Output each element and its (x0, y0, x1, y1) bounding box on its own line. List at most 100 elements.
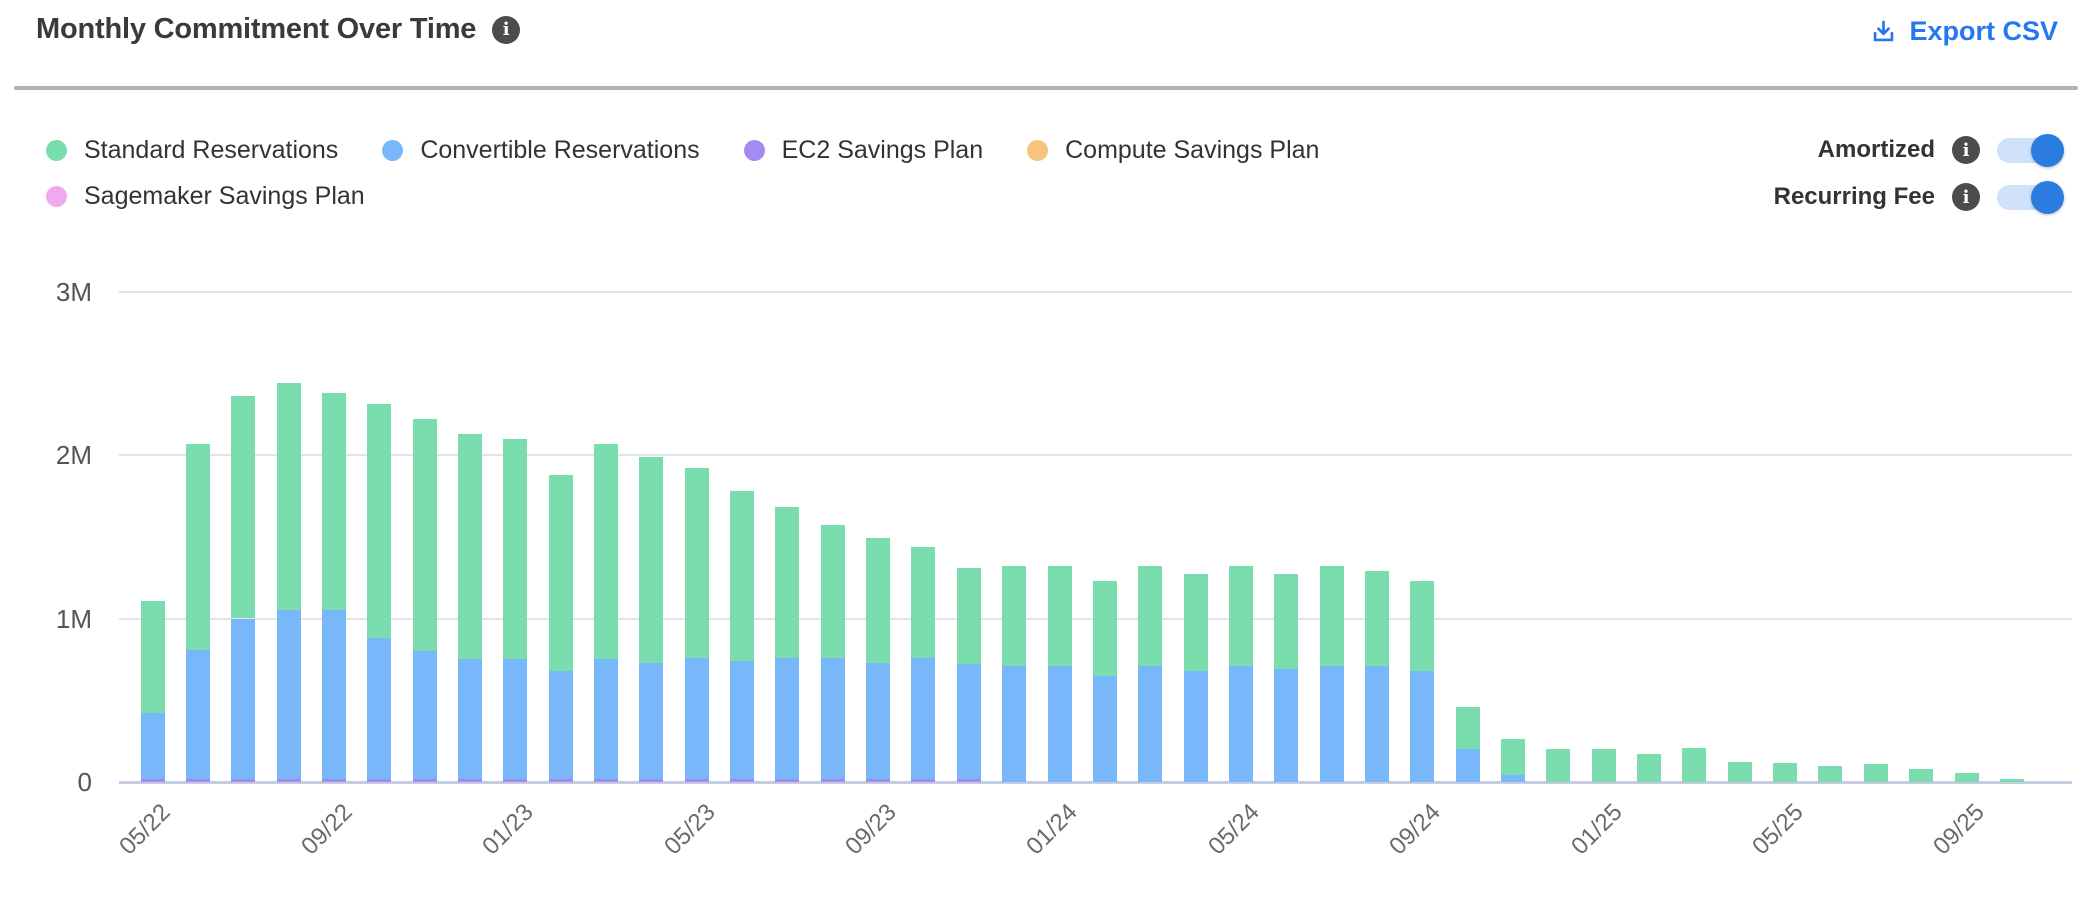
bar-segment[interactable] (185, 443, 210, 650)
bar-segment[interactable] (775, 507, 800, 658)
bar-segment[interactable] (1092, 580, 1117, 676)
legend-item[interactable]: Convertible Reservations (382, 136, 700, 165)
bar-segment[interactable] (1002, 665, 1027, 782)
recurring-fee-info-icon[interactable]: i (1952, 183, 1980, 211)
bar-segment[interactable] (820, 778, 845, 782)
bar-segment[interactable] (866, 662, 891, 779)
bar-segment[interactable] (1364, 571, 1389, 666)
bar-segment[interactable] (1319, 566, 1344, 666)
bar-segment[interactable] (1319, 665, 1344, 782)
bar-segment[interactable] (684, 778, 709, 782)
bar-segment[interactable] (639, 662, 664, 779)
bar-segment[interactable] (1546, 749, 1571, 782)
bar-segment[interactable] (820, 525, 845, 658)
bar-segment[interactable] (684, 468, 709, 658)
bar-segment[interactable] (321, 778, 346, 782)
bar-segment[interactable] (548, 778, 573, 782)
bar-segment[interactable] (1863, 764, 1888, 782)
bar-segment[interactable] (956, 567, 981, 665)
bar-segment[interactable] (1682, 747, 1707, 782)
legend-item[interactable]: Standard Reservations (46, 136, 338, 165)
recurring-fee-switch[interactable] (1997, 180, 2064, 214)
bar-segment[interactable] (639, 778, 664, 782)
bar-segment[interactable] (1274, 669, 1299, 782)
bar-segment[interactable] (1047, 665, 1072, 782)
bar-segment[interactable] (1591, 749, 1616, 782)
bar-segment[interactable] (1410, 670, 1435, 782)
bar-segment[interactable] (1002, 566, 1027, 666)
amortized-info-icon[interactable]: i (1952, 136, 1980, 164)
bar-segment[interactable] (185, 649, 210, 779)
bar-segment[interactable] (1183, 670, 1208, 782)
bar-segment[interactable] (321, 392, 346, 611)
bar-segment[interactable] (1727, 762, 1752, 782)
bar-segment[interactable] (639, 456, 664, 663)
bar-segment[interactable] (775, 778, 800, 782)
bar-segment[interactable] (1410, 580, 1435, 671)
bar-segment[interactable] (276, 383, 301, 611)
bar-segment[interactable] (594, 443, 618, 660)
bar-segment[interactable] (412, 778, 437, 782)
bar-segment[interactable] (1455, 749, 1480, 782)
bar-segment[interactable] (231, 778, 256, 782)
bar-segment[interactable] (1138, 665, 1163, 782)
bar-segment[interactable] (1047, 566, 1072, 666)
bar-segment[interactable] (503, 659, 528, 779)
bar-segment[interactable] (1228, 665, 1253, 782)
bar-segment[interactable] (594, 659, 618, 779)
bar-segment[interactable] (866, 778, 891, 782)
legend-item[interactable]: EC2 Savings Plan (743, 136, 983, 165)
bar-segment[interactable] (457, 659, 482, 779)
bar-segment[interactable] (1954, 773, 1979, 782)
bar-segment[interactable] (911, 546, 936, 658)
bar-segment[interactable] (231, 618, 256, 779)
legend-item[interactable]: Sagemaker Savings Plan (46, 182, 365, 211)
bar-segment[interactable] (911, 778, 936, 782)
bar-segment[interactable] (956, 778, 981, 782)
bar-segment[interactable] (548, 474, 573, 671)
bar-segment[interactable] (1455, 706, 1480, 750)
bar-segment[interactable] (684, 657, 709, 779)
bar-segment[interactable] (730, 661, 755, 779)
bar-segment[interactable] (140, 778, 165, 782)
bar-segment[interactable] (231, 396, 256, 619)
bar-segment[interactable] (185, 778, 210, 782)
bar-segment[interactable] (1228, 566, 1253, 666)
bar-segment[interactable] (503, 438, 528, 660)
bar-segment[interactable] (367, 638, 392, 779)
amortized-switch[interactable] (1997, 133, 2064, 167)
title-info-icon[interactable]: i (492, 15, 521, 44)
bar-segment[interactable] (1637, 754, 1662, 782)
bar-segment[interactable] (367, 404, 392, 639)
bar-segment[interactable] (1138, 566, 1163, 666)
bar-segment[interactable] (548, 670, 573, 779)
bar-segment[interactable] (412, 419, 437, 652)
bar-segment[interactable] (457, 433, 482, 660)
bar-segment[interactable] (956, 664, 981, 779)
bar-segment[interactable] (866, 538, 891, 663)
bar-segment[interactable] (730, 778, 755, 782)
legend-item[interactable]: Compute Savings Plan (1027, 136, 1319, 165)
bar-segment[interactable] (820, 657, 845, 779)
bar-segment[interactable] (321, 610, 346, 779)
bar-segment[interactable] (276, 610, 301, 779)
bar-segment[interactable] (276, 778, 301, 782)
bar-segment[interactable] (775, 657, 800, 779)
bar-segment[interactable] (503, 778, 528, 782)
bar-segment[interactable] (1909, 768, 1934, 782)
bar-segment[interactable] (412, 651, 437, 779)
bar-segment[interactable] (140, 713, 165, 779)
bar-segment[interactable] (1818, 765, 1843, 782)
bar-segment[interactable] (594, 778, 618, 782)
bar-segment[interactable] (1183, 574, 1208, 671)
export-csv-button[interactable]: Export CSV (1870, 16, 2058, 47)
bar-segment[interactable] (140, 600, 165, 714)
bar-segment[interactable] (730, 490, 755, 661)
bar-segment[interactable] (1274, 574, 1299, 670)
bar-segment[interactable] (1501, 775, 1525, 782)
bar-segment[interactable] (1364, 665, 1389, 782)
bar-segment[interactable] (1092, 675, 1117, 782)
bar-segment[interactable] (1501, 739, 1525, 776)
bar-segment[interactable] (1999, 778, 2024, 782)
bar-segment[interactable] (367, 778, 392, 782)
